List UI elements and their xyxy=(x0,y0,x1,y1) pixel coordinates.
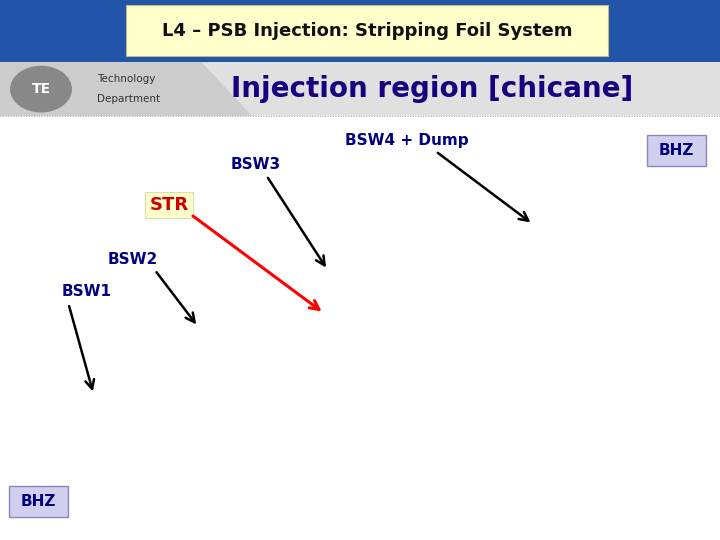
Text: STR: STR xyxy=(150,196,189,214)
Text: BSW1: BSW1 xyxy=(61,284,111,299)
Bar xyxy=(126,5,608,56)
Circle shape xyxy=(11,66,71,112)
Text: BSW2: BSW2 xyxy=(108,252,158,267)
Bar xyxy=(0,0,720,62)
Text: L4 – PSB Injection: Stripping Foil System: L4 – PSB Injection: Stripping Foil Syste… xyxy=(162,22,572,40)
Text: BHZ: BHZ xyxy=(20,494,56,509)
Polygon shape xyxy=(0,62,252,116)
Text: TE: TE xyxy=(32,82,50,96)
Bar xyxy=(0,62,720,116)
Text: BHZ: BHZ xyxy=(658,143,694,158)
Bar xyxy=(647,135,706,166)
Text: Injection region [chicane]: Injection region [chicane] xyxy=(231,75,633,103)
Text: Technology: Technology xyxy=(97,75,156,84)
Text: BSW4 + Dump: BSW4 + Dump xyxy=(345,133,469,148)
Bar xyxy=(9,486,68,517)
Text: BSW3: BSW3 xyxy=(230,157,281,172)
Text: Department: Department xyxy=(97,94,161,104)
